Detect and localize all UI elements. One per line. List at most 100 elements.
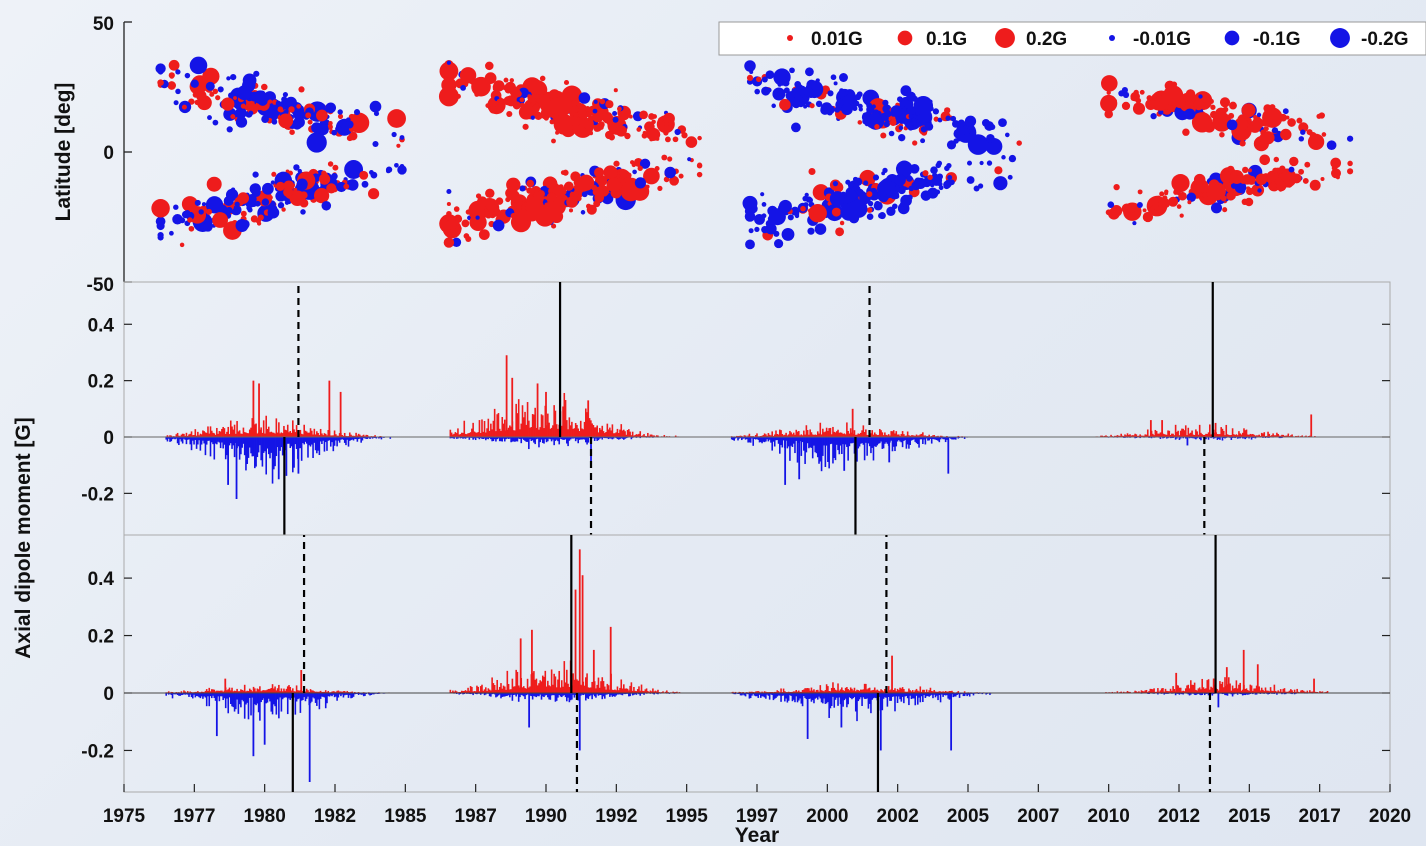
negative-region-dot xyxy=(986,160,993,166)
negative-region-dot xyxy=(787,214,794,221)
positive-region-dot xyxy=(1219,97,1231,108)
negative-region-dot xyxy=(194,199,201,206)
positive-region-dot xyxy=(441,77,457,93)
positive-region-dot xyxy=(278,113,294,129)
negative-region-dot xyxy=(820,103,832,115)
positive-region-dot xyxy=(1234,117,1248,132)
negative-region-dot xyxy=(1184,108,1196,120)
positive-region-dot xyxy=(1320,176,1325,182)
positive-region-dot xyxy=(672,136,679,143)
positive-region-dot xyxy=(322,172,328,178)
positive-region-dot xyxy=(1212,112,1232,132)
negative-region-dot xyxy=(1346,135,1354,142)
negative-region-dot xyxy=(391,131,397,138)
negative-region-dot xyxy=(977,183,984,189)
negative-region-dot xyxy=(998,118,1007,127)
negative-region-dot xyxy=(155,63,166,74)
positive-region-dot xyxy=(1171,174,1190,193)
negative-region-dot xyxy=(198,209,204,215)
positive-region-dot xyxy=(271,171,277,177)
positive-region-dot xyxy=(268,195,273,200)
year-tick-label: 1987 xyxy=(455,806,497,827)
positive-region-dot xyxy=(927,174,933,180)
negative-region-dot xyxy=(773,68,791,86)
positive-region-dot xyxy=(289,190,306,207)
year-tick-label: 1982 xyxy=(314,806,356,827)
positive-region-dot xyxy=(250,215,259,223)
positive-region-dot xyxy=(598,189,604,195)
positive-region-dot xyxy=(317,110,323,116)
positive-region-dot xyxy=(1016,140,1022,146)
dipole-tick-label: 0.2 xyxy=(88,372,114,393)
positive-region-dot xyxy=(628,114,633,119)
positive-region-dot xyxy=(471,76,491,97)
negative-region-dot xyxy=(834,106,841,113)
positive-region-dot xyxy=(348,131,358,141)
negative-region-dot xyxy=(761,86,771,96)
negative-region-dot xyxy=(311,124,317,129)
positive-region-dot xyxy=(181,104,187,110)
positive-region-dot xyxy=(551,96,573,117)
negative-region-dot xyxy=(1230,182,1238,189)
negative-region-dot xyxy=(906,91,916,102)
year-tick-label: 1980 xyxy=(244,806,286,827)
positive-region-dot xyxy=(657,185,663,191)
negative-region-dot xyxy=(230,73,237,81)
positive-region-dot xyxy=(605,100,614,109)
negative-region-dot xyxy=(986,134,995,143)
positive-region-dot xyxy=(1222,207,1228,213)
negative-region-dot xyxy=(1007,174,1013,180)
positive-region-dot xyxy=(296,104,301,109)
dipole-axis-label: Axial dipole moment [G] xyxy=(12,417,35,659)
dipole-panel-upper-frame xyxy=(123,281,1391,536)
positive-region-dot xyxy=(641,132,648,139)
positive-region-dot xyxy=(779,98,791,111)
positive-region-dot xyxy=(658,117,664,123)
positive-region-dot xyxy=(1259,154,1271,166)
positive-region-dot xyxy=(1113,183,1120,191)
negative-region-dot xyxy=(815,100,823,108)
negative-region-dot xyxy=(372,140,379,148)
positive-region-dot xyxy=(1185,99,1194,109)
legend: 0.01G 0.1G 0.2G -0.01G -0.1G -0.2G xyxy=(718,21,1426,56)
negative-region-dot xyxy=(761,202,767,207)
negative-region-dot xyxy=(878,212,886,220)
positive-region-dot xyxy=(1255,173,1268,185)
negative-region-dot xyxy=(785,91,795,101)
negative-region-dot xyxy=(761,76,768,83)
negative-region-dot xyxy=(301,183,308,190)
dipole-tick-label: -0.2 xyxy=(81,484,114,505)
negative-region-dot xyxy=(754,226,760,233)
positive-region-dot xyxy=(233,96,237,100)
positive-region-dot xyxy=(1176,204,1182,209)
negative-region-dot xyxy=(370,171,378,179)
positive-region-dot xyxy=(663,130,669,136)
positive-region-dot xyxy=(446,201,451,207)
positive-region-dot xyxy=(313,187,330,204)
positive-region-dot xyxy=(506,110,513,118)
negative-region-dot xyxy=(882,99,889,106)
positive-region-dot xyxy=(522,123,529,130)
negative-region-dot xyxy=(907,124,914,131)
negative-region-dot xyxy=(920,126,928,133)
negative-region-dot xyxy=(827,90,834,97)
positive-region-dot xyxy=(1309,179,1321,191)
negative-region-dot xyxy=(791,99,801,109)
negative-region-dot xyxy=(890,112,896,117)
year-tick-label: 2010 xyxy=(1088,806,1130,827)
negative-region-dot xyxy=(632,169,637,175)
butterfly-panel: 50 0 -50 Latitude [deg] 0.01G 0.1G 0.2G -0.01… xyxy=(52,14,1426,296)
positive-region-dot xyxy=(514,208,520,215)
negative-region-dot xyxy=(234,201,240,207)
negative-region-dot xyxy=(950,115,957,122)
positive-region-dot xyxy=(483,208,489,214)
positive-region-dot xyxy=(446,210,452,217)
positive-region-dot xyxy=(586,204,597,215)
positive-region-dot xyxy=(493,80,505,92)
negative-region-dot xyxy=(745,239,755,250)
negative-region-dot xyxy=(530,115,535,120)
positive-region-dot xyxy=(230,114,236,120)
negative-region-dot xyxy=(979,160,984,166)
negative-region-dot xyxy=(1001,155,1006,160)
positive-region-dot xyxy=(1104,109,1113,119)
